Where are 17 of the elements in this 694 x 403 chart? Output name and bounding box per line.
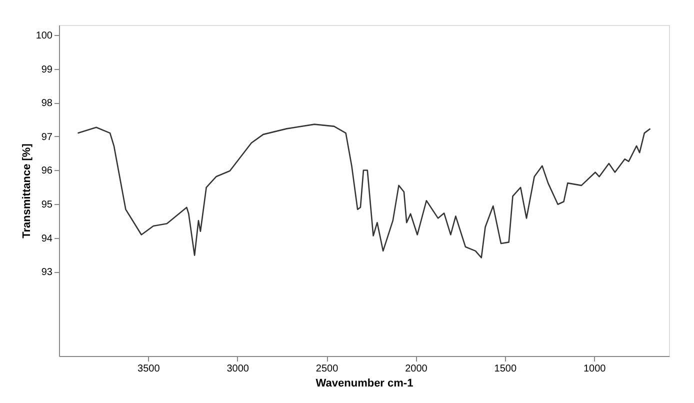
y-axis-title: Transmittance [%] xyxy=(20,143,33,238)
x-tick-label: 1500 xyxy=(494,364,517,374)
y-tick-label: 98 xyxy=(41,98,53,110)
y-tick-label: 95 xyxy=(41,200,53,211)
y-tick-label: 94 xyxy=(41,233,53,244)
line-series xyxy=(77,124,651,258)
y-tick-label: 96 xyxy=(41,166,53,177)
x-tick-label: 3000 xyxy=(226,364,250,374)
x-tick-label: 2000 xyxy=(405,364,428,374)
x-axis-title: Wavenumber cm-1 xyxy=(316,378,414,390)
y-tick-label: 100 xyxy=(36,30,53,42)
x-tick-label: 2500 xyxy=(316,364,339,374)
x-tick-label: 3500 xyxy=(138,364,160,374)
y-tick-label: 97 xyxy=(41,132,53,143)
y-tick-label: 93 xyxy=(41,267,53,278)
y-tick-label: 99 xyxy=(41,64,53,76)
x-tick-label: 1000 xyxy=(583,364,606,374)
